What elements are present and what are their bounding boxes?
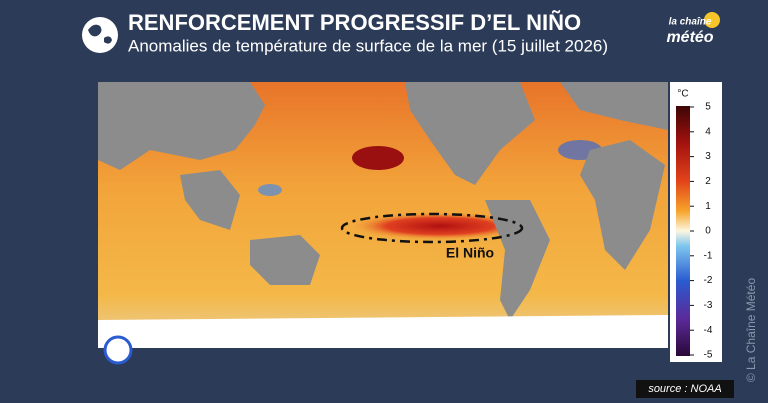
colorbar-unit: °C bbox=[677, 89, 688, 100]
colorbar bbox=[676, 106, 690, 356]
source-box bbox=[636, 380, 734, 398]
globe-icon bbox=[82, 17, 118, 53]
credit: © La Chaîne Météo bbox=[744, 278, 758, 383]
colorbar-tick-label: -2 bbox=[704, 275, 713, 286]
subtitle: Anomalies de température de surface de l… bbox=[128, 36, 608, 55]
el-nino-outline bbox=[340, 212, 524, 244]
annotation: El Niño bbox=[446, 245, 494, 261]
source: source : NOAA bbox=[648, 383, 721, 395]
colorbar-tick-label: 5 bbox=[705, 102, 711, 113]
anomaly bbox=[258, 184, 282, 196]
logo-text: la chaîne bbox=[669, 17, 712, 28]
globe-land bbox=[88, 24, 112, 44]
logo-sun bbox=[704, 12, 720, 28]
colorbar-tick-label: -5 bbox=[704, 350, 713, 361]
colorbar-ticks: 5 4 3 2 1 0 -1 -2 -3 -4 -5 bbox=[690, 102, 713, 361]
continents bbox=[98, 82, 668, 348]
logo-text: météo bbox=[666, 29, 713, 46]
title: RENFORCEMENT PROGRESSIF D’EL NIÑO bbox=[128, 10, 581, 35]
colorbar-tick-label: 3 bbox=[705, 151, 711, 162]
anomaly bbox=[352, 146, 404, 170]
el-nino-anomaly bbox=[350, 212, 530, 240]
colorbar-tick-label: -1 bbox=[704, 250, 713, 261]
colorbar-tick-label: -4 bbox=[704, 325, 713, 336]
sst-map: El Niño bbox=[98, 82, 668, 365]
noaa-logo bbox=[103, 335, 133, 365]
colorbar-tick-label: 1 bbox=[705, 201, 711, 212]
colorbar-tick-label: 0 bbox=[705, 226, 711, 237]
colorbar-tick-label: -3 bbox=[704, 300, 713, 311]
colorbar-tick-label: 4 bbox=[705, 126, 711, 137]
colorbar-tick-label: 2 bbox=[705, 176, 711, 187]
